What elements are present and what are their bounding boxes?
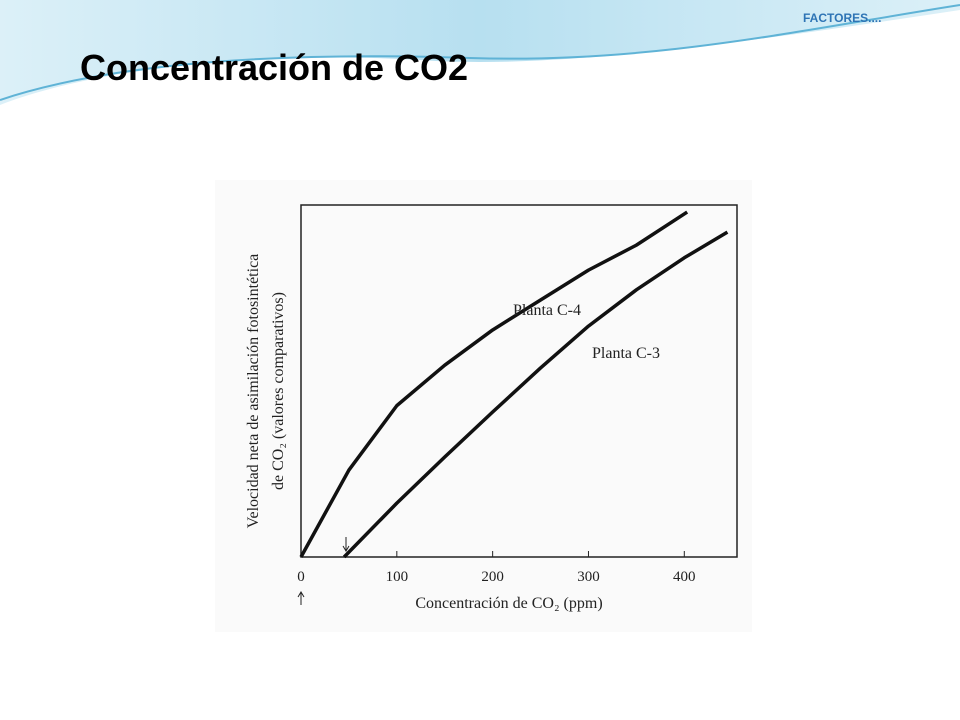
x-tick-label: 400 [673,569,696,585]
series-label: Planta C-4 [513,302,581,319]
arrow [342,537,350,552]
arrow [297,591,305,605]
header-swoosh [0,0,960,105]
line [342,230,729,559]
chart: 0 100 200 300 400 Concentración de CO₂ (ppm) V… [245,210,729,612]
x-tick-label: 200 [481,569,504,585]
line [299,210,689,558]
header-line [0,4,960,101]
y-axis-label: Velocidad neta de asimilación fotosintét… [245,254,262,529]
x-tick-label: 0 [297,569,305,585]
chart-panel [215,180,752,632]
header: FACTORES.... [803,11,881,25]
y-axis-label: de CO₂ (valores comparativos) [270,292,287,490]
x-tick-label: 300 [577,569,600,585]
x-tick-label: 100 [386,569,409,585]
slide-title: Concentración de CO2 [80,47,468,88]
series-label: Planta C-3 [592,345,660,362]
x-axis-label: Concentración de CO₂ (ppm) [415,595,602,612]
plot-frame [300,204,738,558]
